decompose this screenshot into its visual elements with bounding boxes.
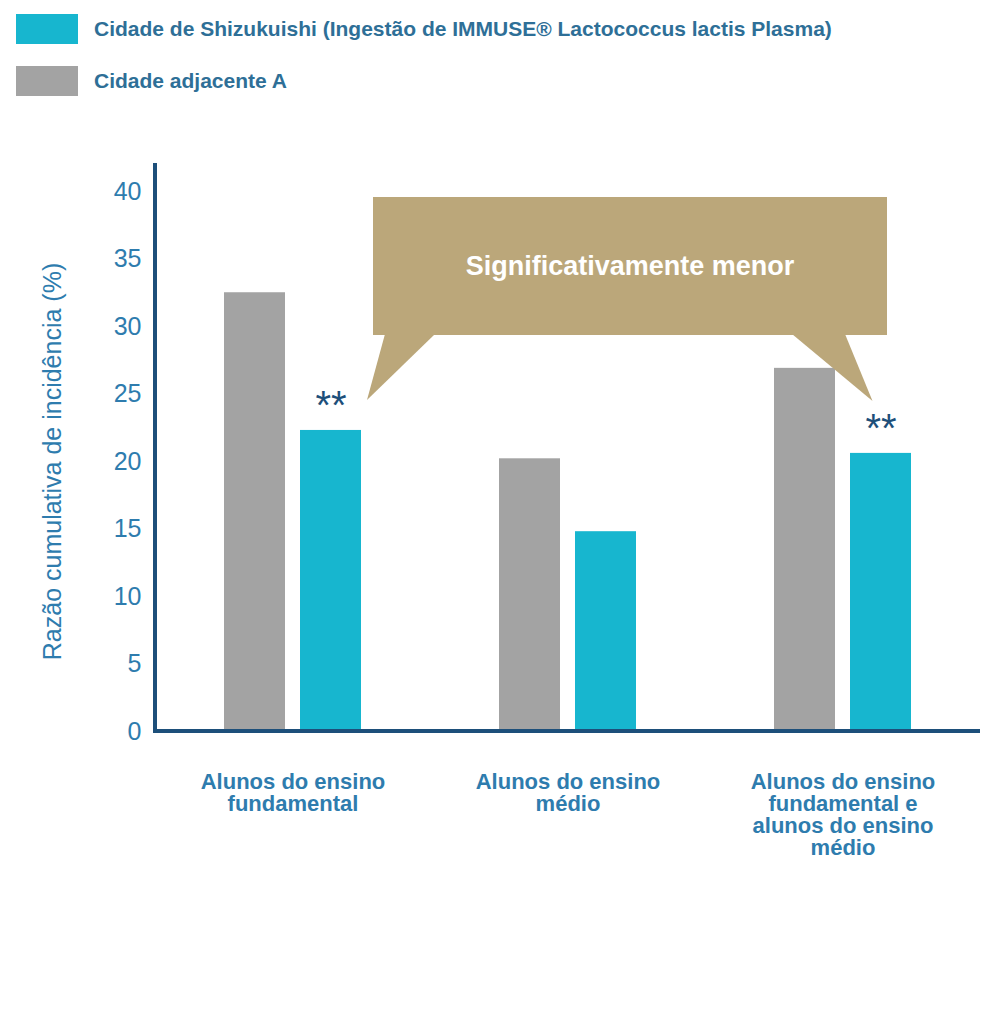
svg-text:40: 40 — [114, 177, 142, 205]
svg-text:Alunos do ensinomédio: Alunos do ensinomédio — [476, 769, 661, 816]
html-text:Cidade adjacente A: Cidade adjacente A — [94, 69, 287, 92]
html-text:Cidade de Shizukuishi (Ingestã: Cidade de Shizukuishi (Ingestão de IMMUS… — [94, 17, 832, 40]
svg-text:10: 10 — [114, 582, 142, 610]
svg-text:20: 20 — [114, 447, 142, 475]
svg-text:**: ** — [865, 406, 896, 450]
svg-text:**: ** — [315, 383, 346, 427]
svg-text:Alunos do ensinofundamental: Alunos do ensinofundamental — [201, 769, 386, 816]
svg-text:30: 30 — [114, 312, 142, 340]
svg-text:25: 25 — [114, 379, 142, 407]
svg-text:Razão cumulativa de incidência: Razão cumulativa de incidência (%) — [38, 263, 66, 660]
svg-text:Significativamente menor: Significativamente menor — [466, 251, 795, 281]
svg-text:15: 15 — [114, 514, 142, 542]
svg-text:5: 5 — [128, 649, 142, 677]
svg-text:35: 35 — [114, 244, 142, 272]
svg-text:0: 0 — [128, 717, 142, 745]
svg-text:Alunos do ensinofundamental ea: Alunos do ensinofundamental ealunos do e… — [751, 769, 936, 860]
